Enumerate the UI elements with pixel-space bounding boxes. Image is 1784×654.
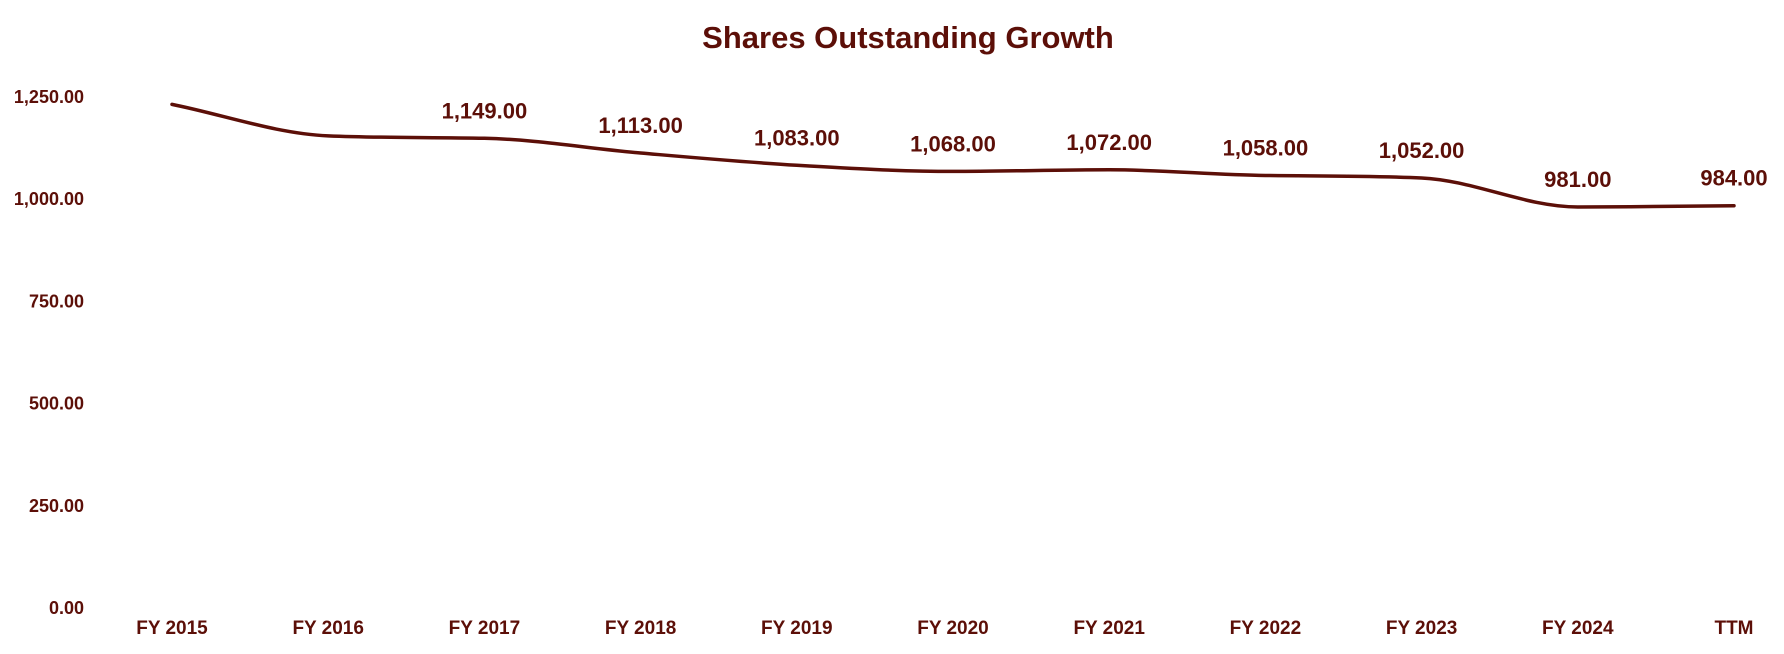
- data-label: 1,113.00: [598, 113, 682, 138]
- series-group: [170, 102, 1736, 209]
- data-label: 981.00: [1544, 167, 1611, 192]
- data-label: 1,058.00: [1223, 135, 1309, 160]
- x-axis: FY 2015 FY 2016 FY 2017 FY 2018 FY 2019 FY 20…: [136, 618, 1753, 639]
- data-label: 1,068.00: [910, 131, 996, 156]
- x-tick-label: FY 2023: [1386, 618, 1457, 639]
- x-tick-label: FY 2016: [292, 618, 363, 639]
- x-tick-label: TTM: [1714, 618, 1753, 639]
- chart-title: Shares Outstanding Growth: [702, 20, 1114, 55]
- x-tick-label: FY 2017: [449, 618, 520, 639]
- x-tick-label: FY 2020: [917, 618, 988, 639]
- data-label: 984.00: [1700, 166, 1767, 191]
- data-label: 1,052.00: [1379, 138, 1465, 163]
- y-tick-label: 750.00: [29, 291, 84, 311]
- data-label: 1,083.00: [754, 125, 840, 150]
- data-labels: 1,149.00 1,113.00 1,083.00 1,068.00 1,072.00…: [442, 98, 1768, 192]
- data-label: 1,149.00: [442, 98, 528, 123]
- x-tick-label: FY 2015: [136, 618, 208, 639]
- x-tick-label: FY 2018: [605, 618, 676, 639]
- x-tick-label: FY 2024: [1542, 618, 1614, 639]
- y-tick-label: 0.00: [49, 598, 84, 618]
- y-tick-label: 1,250.00: [14, 87, 84, 107]
- series-line: [170, 102, 1736, 209]
- x-tick-label: FY 2019: [761, 618, 832, 639]
- x-tick-label: FY 2022: [1230, 618, 1301, 639]
- data-label: 1,072.00: [1066, 130, 1152, 155]
- y-axis: 0.00 250.00 500.00 750.00 1,000.00 1,250.00: [14, 87, 84, 618]
- y-tick-label: 500.00: [29, 394, 84, 414]
- y-tick-label: 1,000.00: [14, 189, 84, 209]
- y-tick-label: 250.00: [29, 496, 84, 516]
- x-tick-label: FY 2021: [1073, 618, 1145, 639]
